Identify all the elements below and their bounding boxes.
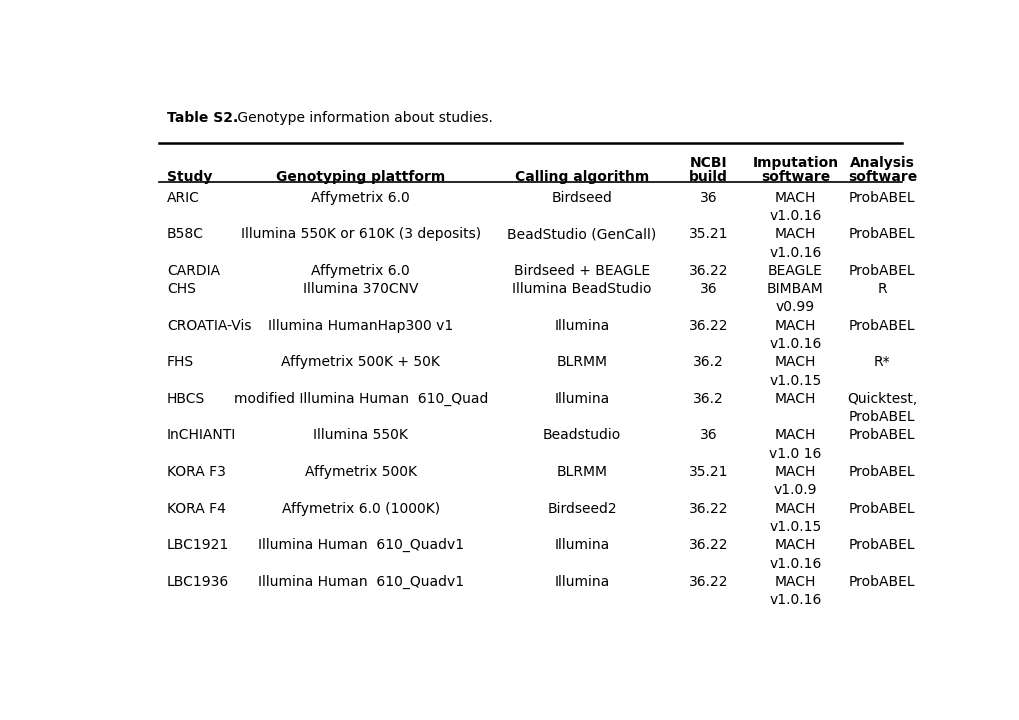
Text: Illumina Human  610_Quadv1: Illumina Human 610_Quadv1 — [258, 539, 464, 552]
Text: 35.21: 35.21 — [688, 465, 728, 479]
Text: Illumina: Illumina — [554, 539, 609, 552]
Text: R: R — [876, 282, 887, 296]
Text: MACH: MACH — [774, 575, 815, 589]
Text: Illumina: Illumina — [554, 319, 609, 333]
Text: v1.0.15: v1.0.15 — [768, 374, 820, 387]
Text: LBC1936: LBC1936 — [167, 575, 229, 589]
Text: ProbABEL: ProbABEL — [848, 264, 915, 278]
Text: v1.0.16: v1.0.16 — [768, 593, 821, 607]
Text: InCHIANTI: InCHIANTI — [167, 428, 236, 443]
Text: Affymetrix 6.0 (1000K): Affymetrix 6.0 (1000K) — [281, 502, 439, 516]
Text: build: build — [689, 169, 728, 184]
Text: ProbABEL: ProbABEL — [848, 428, 915, 443]
Text: CARDIA: CARDIA — [167, 264, 220, 278]
Text: BLRMM: BLRMM — [556, 355, 607, 369]
Text: Illumina 550K or 610K (3 deposits): Illumina 550K or 610K (3 deposits) — [240, 228, 480, 241]
Text: LBC1921: LBC1921 — [167, 539, 229, 552]
Text: 36: 36 — [699, 191, 716, 204]
Text: Illumina Human  610_Quadv1: Illumina Human 610_Quadv1 — [258, 575, 464, 589]
Text: v1.0.16: v1.0.16 — [768, 337, 821, 351]
Text: ProbABEL: ProbABEL — [848, 228, 915, 241]
Text: Quicktest,: Quicktest, — [847, 392, 917, 406]
Text: MACH: MACH — [774, 392, 815, 406]
Text: MACH: MACH — [774, 191, 815, 204]
Text: Birdseed: Birdseed — [551, 191, 611, 204]
Text: R*: R* — [873, 355, 890, 369]
Text: Genotype information about studies.: Genotype information about studies. — [232, 112, 492, 125]
Text: ARIC: ARIC — [167, 191, 200, 204]
Text: 36: 36 — [699, 282, 716, 296]
Text: Illumina 370CNV: Illumina 370CNV — [303, 282, 418, 296]
Text: ProbABEL: ProbABEL — [848, 502, 915, 516]
Text: v1.0.16: v1.0.16 — [768, 557, 821, 570]
Text: Affymetrix 500K + 50K: Affymetrix 500K + 50K — [281, 355, 440, 369]
Text: Table S2.: Table S2. — [167, 112, 238, 125]
Text: MACH: MACH — [774, 428, 815, 443]
Text: Affymetrix 6.0: Affymetrix 6.0 — [311, 191, 410, 204]
Text: 36.22: 36.22 — [688, 264, 728, 278]
Text: 36.22: 36.22 — [688, 539, 728, 552]
Text: CROATIA-Vis: CROATIA-Vis — [167, 319, 252, 333]
Text: 35.21: 35.21 — [688, 228, 728, 241]
Text: Analysis: Analysis — [849, 156, 914, 170]
Text: 36.2: 36.2 — [693, 355, 723, 369]
Text: BLRMM: BLRMM — [556, 465, 607, 479]
Text: Genotyping plattform: Genotyping plattform — [276, 169, 445, 184]
Text: BEAGLE: BEAGLE — [767, 264, 822, 278]
Text: HBCS: HBCS — [167, 392, 205, 406]
Text: ProbABEL: ProbABEL — [848, 410, 915, 424]
Text: Illumina: Illumina — [554, 575, 609, 589]
Text: KORA F4: KORA F4 — [167, 502, 225, 516]
Text: MACH: MACH — [774, 465, 815, 479]
Text: Beadstudio: Beadstudio — [542, 428, 621, 443]
Text: 36.2: 36.2 — [693, 392, 723, 406]
Text: BeadStudio (GenCall): BeadStudio (GenCall) — [506, 228, 656, 241]
Text: CHS: CHS — [167, 282, 196, 296]
Text: Imputation: Imputation — [752, 156, 838, 170]
Text: MACH: MACH — [774, 228, 815, 241]
Text: Calling algorithm: Calling algorithm — [515, 169, 648, 184]
Text: Study: Study — [167, 169, 212, 184]
Text: v1.0 16: v1.0 16 — [768, 446, 821, 461]
Text: 36.22: 36.22 — [688, 575, 728, 589]
Text: v1.0.16: v1.0.16 — [768, 246, 821, 259]
Text: FHS: FHS — [167, 355, 194, 369]
Text: modified Illumina Human  610_Quad: modified Illumina Human 610_Quad — [233, 392, 487, 406]
Text: Illumina BeadStudio: Illumina BeadStudio — [512, 282, 651, 296]
Text: MACH: MACH — [774, 355, 815, 369]
Text: Illumina HumanHap300 v1: Illumina HumanHap300 v1 — [268, 319, 452, 333]
Text: KORA F3: KORA F3 — [167, 465, 225, 479]
Text: ProbABEL: ProbABEL — [848, 191, 915, 204]
Text: software: software — [847, 169, 916, 184]
Text: Illumina: Illumina — [554, 392, 609, 406]
Text: MACH: MACH — [774, 502, 815, 516]
Text: MACH: MACH — [774, 539, 815, 552]
Text: ProbABEL: ProbABEL — [848, 319, 915, 333]
Text: ProbABEL: ProbABEL — [848, 465, 915, 479]
Text: v0.99: v0.99 — [775, 300, 814, 315]
Text: B58C: B58C — [167, 228, 204, 241]
Text: BIMBAM: BIMBAM — [766, 282, 823, 296]
Text: MACH: MACH — [774, 319, 815, 333]
Text: Affymetrix 500K: Affymetrix 500K — [305, 465, 417, 479]
Text: ProbABEL: ProbABEL — [848, 539, 915, 552]
Text: Illumina 550K: Illumina 550K — [313, 428, 408, 443]
Text: Birdseed2: Birdseed2 — [546, 502, 616, 516]
Text: Affymetrix 6.0: Affymetrix 6.0 — [311, 264, 410, 278]
Text: ProbABEL: ProbABEL — [848, 575, 915, 589]
Text: v1.0.15: v1.0.15 — [768, 520, 820, 534]
Text: software: software — [760, 169, 829, 184]
Text: Birdseed + BEAGLE: Birdseed + BEAGLE — [514, 264, 649, 278]
Text: NCBI: NCBI — [689, 156, 727, 170]
Text: v1.0.9: v1.0.9 — [773, 483, 816, 498]
Text: 36.22: 36.22 — [688, 502, 728, 516]
Text: v1.0.16: v1.0.16 — [768, 209, 821, 223]
Text: 36: 36 — [699, 428, 716, 443]
Text: 36.22: 36.22 — [688, 319, 728, 333]
